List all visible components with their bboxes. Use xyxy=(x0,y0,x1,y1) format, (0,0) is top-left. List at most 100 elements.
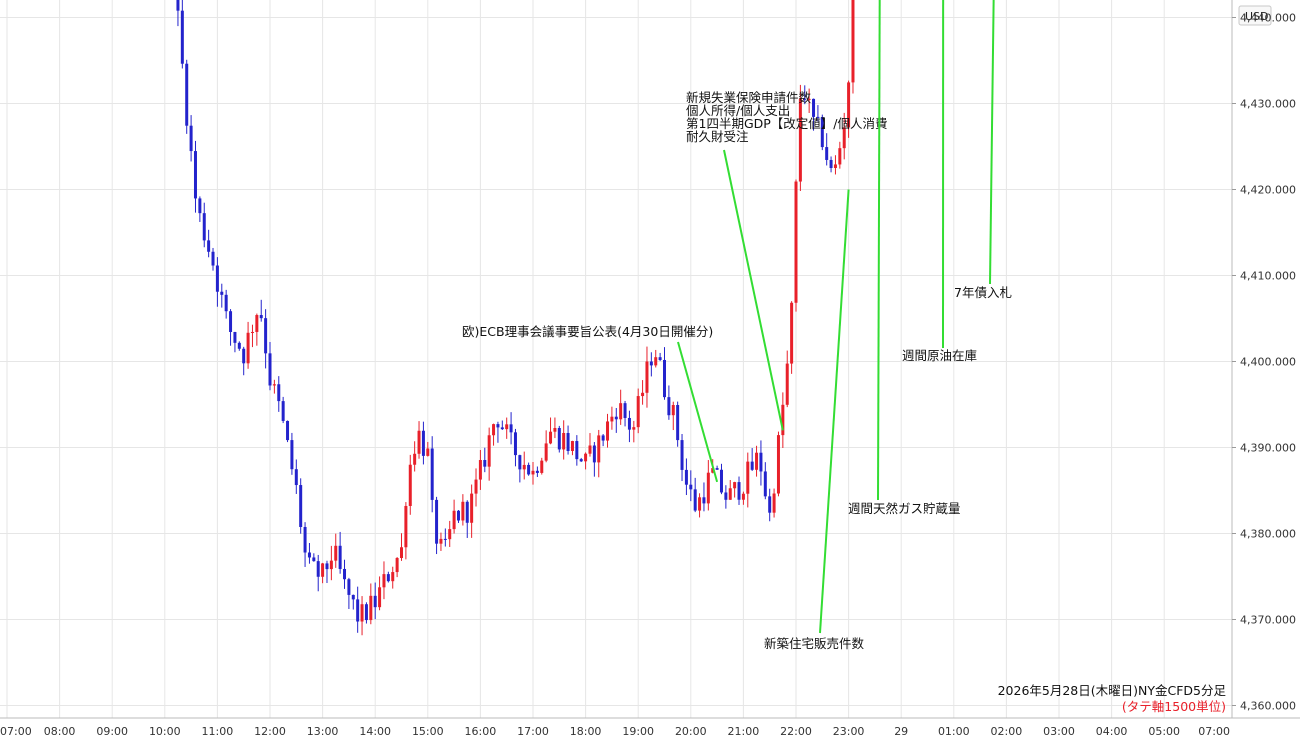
candle-body xyxy=(593,446,596,463)
x-tick-label: 20:00 xyxy=(675,725,707,738)
x-tick-label: 05:00 xyxy=(1148,725,1180,738)
candle-body xyxy=(755,453,758,470)
candle-body xyxy=(295,469,298,485)
candle-body xyxy=(194,151,197,198)
candle-body xyxy=(698,497,701,510)
candle-body xyxy=(667,397,670,415)
candle-body xyxy=(681,440,684,470)
x-tick-label: 16:00 xyxy=(465,725,497,738)
candle-body xyxy=(470,494,473,523)
candle-body xyxy=(610,417,613,422)
candle-body xyxy=(834,164,837,168)
candle-body xyxy=(190,126,193,151)
candle-body xyxy=(786,364,789,405)
candle-body xyxy=(532,471,535,475)
candle-body xyxy=(562,433,565,449)
x-tick-label: 11:00 xyxy=(202,725,234,738)
candle-body xyxy=(659,357,662,360)
candle-body xyxy=(282,401,285,421)
candle-body xyxy=(746,462,749,494)
candle-body xyxy=(738,482,741,500)
candle-body xyxy=(312,557,315,561)
y-tick-label: 4,440.000 xyxy=(1240,12,1296,25)
candle-body xyxy=(492,424,495,435)
candle-body xyxy=(628,418,631,430)
candle-body xyxy=(707,473,710,504)
x-tick-label: 17:00 xyxy=(517,725,549,738)
candle-body xyxy=(264,318,267,353)
x-tick-label: 15:00 xyxy=(412,725,444,738)
candle-body xyxy=(181,11,184,64)
candle-body xyxy=(729,488,732,500)
candle-body xyxy=(321,563,324,576)
candle-body xyxy=(654,357,657,365)
annotation-line-ecb xyxy=(678,342,717,482)
candle-body xyxy=(540,461,543,473)
candle-body xyxy=(773,494,776,513)
candle-body xyxy=(663,360,666,397)
candle-body xyxy=(602,435,605,440)
x-tick-label: 01:00 xyxy=(938,725,970,738)
candle-body xyxy=(347,579,350,595)
candle-body xyxy=(453,511,456,529)
annotation-label-gas: 週間天然ガス貯蔵量 xyxy=(848,501,961,516)
candle-body xyxy=(768,496,771,512)
candle-body xyxy=(374,596,377,607)
candle-body xyxy=(606,421,609,440)
candle-body xyxy=(702,497,705,503)
candle-body xyxy=(632,427,635,429)
candle-body xyxy=(233,332,236,343)
x-tick-label: 18:00 xyxy=(570,725,602,738)
candle-body xyxy=(382,574,385,587)
candle-body xyxy=(461,502,464,521)
candle-body xyxy=(369,596,372,620)
candle-body xyxy=(825,147,828,160)
candle-body xyxy=(418,431,421,454)
candle-body xyxy=(812,99,815,117)
candle-body xyxy=(479,460,482,480)
candle-body xyxy=(247,333,250,364)
candle-body xyxy=(545,443,548,460)
footer-title: 2026年5月28日(木曜日)NY金CFD5分足 xyxy=(998,683,1227,698)
candle-body xyxy=(510,424,513,432)
candle-body xyxy=(448,529,451,539)
candle-body xyxy=(413,454,416,465)
x-tick-label: 08:00 xyxy=(44,725,76,738)
candle-body xyxy=(304,527,307,553)
x-tick-label: 03:00 xyxy=(1043,725,1075,738)
x-tick-label: 21:00 xyxy=(728,725,760,738)
x-tick-label: 09:00 xyxy=(96,725,128,738)
candle-body xyxy=(759,453,762,472)
candle-body xyxy=(330,561,333,569)
candle-body xyxy=(799,99,802,182)
candle-body xyxy=(444,539,447,540)
candle-body xyxy=(361,604,364,621)
candle-body xyxy=(720,470,723,493)
candle-body xyxy=(496,424,499,427)
annotation-line-us-data xyxy=(724,150,783,430)
candle-body xyxy=(781,405,784,435)
candle-body xyxy=(251,332,254,333)
candle-body xyxy=(198,198,201,213)
candle-body xyxy=(400,547,403,558)
candle-body xyxy=(558,428,561,449)
axes: USD xyxy=(0,0,1300,718)
x-tick-label: 12:00 xyxy=(254,725,286,738)
x-tick-label: 29 xyxy=(894,725,908,738)
annotation-line-gas xyxy=(878,0,880,500)
candle-body xyxy=(838,148,841,164)
x-tick-label: 22:00 xyxy=(780,725,812,738)
candle-body xyxy=(501,427,504,429)
candle-body xyxy=(308,553,311,558)
candle-body xyxy=(637,396,640,427)
candle-body xyxy=(334,546,337,561)
candle-body xyxy=(597,435,600,462)
candle-body xyxy=(422,431,425,456)
candle-body xyxy=(795,182,798,303)
candle-body xyxy=(645,361,648,392)
x-tick-label: 07:00 xyxy=(1198,725,1230,738)
candle-body xyxy=(523,465,526,469)
candle-body xyxy=(426,449,429,456)
x-tick-label: 07:00 xyxy=(0,725,32,738)
